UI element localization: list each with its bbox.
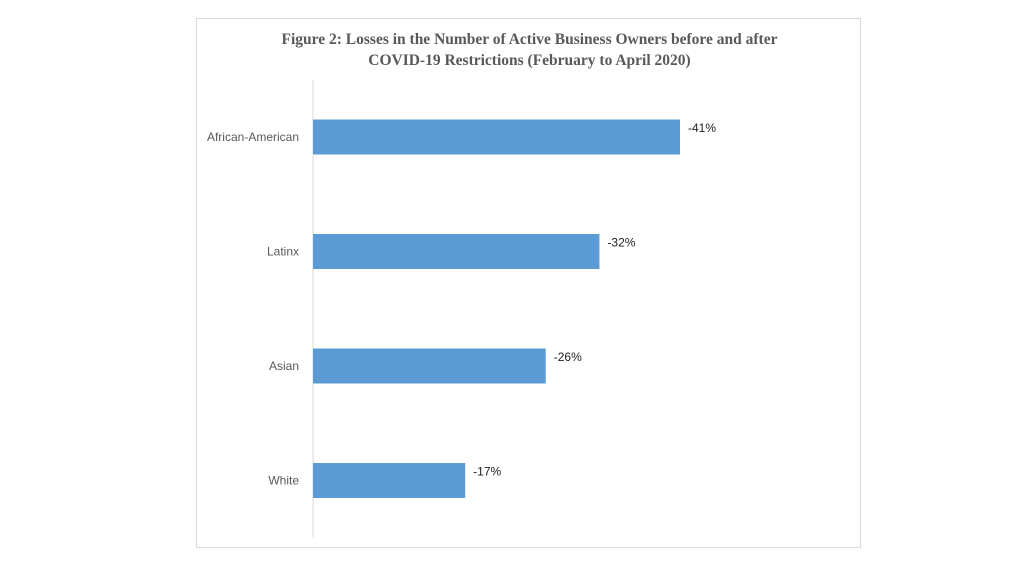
- bar-african-american: [313, 119, 680, 155]
- data-label: -41%: [688, 121, 716, 135]
- chart-title: Figure 2: Losses in the Number of Active…: [197, 29, 862, 71]
- category-label: Asian: [269, 359, 299, 373]
- bar-latinx: [313, 234, 600, 269]
- data-label: -32%: [607, 236, 635, 250]
- chart-title-line-1: Figure 2: Losses in the Number of Active…: [281, 31, 778, 48]
- chart-title-line-2: COVID-19 Restrictions (February to April…: [368, 52, 691, 69]
- bar-white: [313, 463, 466, 498]
- data-label: -26%: [554, 350, 582, 364]
- bar-asian: [313, 348, 546, 384]
- category-label: African-American: [207, 130, 299, 144]
- category-label: White: [268, 474, 299, 488]
- category-label: Latinx: [267, 245, 299, 259]
- chart-frame: Figure 2: Losses in the Number of Active…: [196, 18, 861, 548]
- data-label: -17%: [473, 465, 501, 479]
